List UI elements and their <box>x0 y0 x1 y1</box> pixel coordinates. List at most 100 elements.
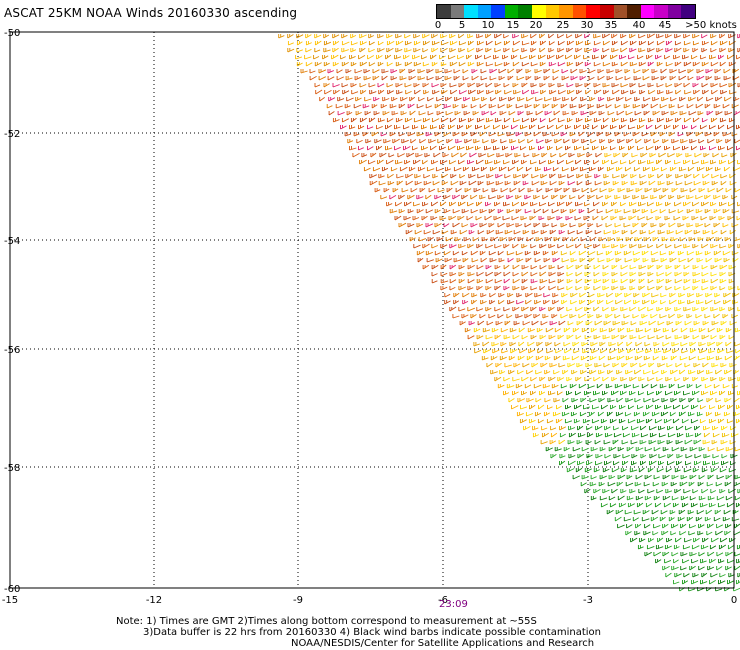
wind-barb <box>587 384 595 389</box>
wind-barb <box>603 363 610 368</box>
wind-barb <box>674 34 681 39</box>
wind-barb <box>378 181 386 186</box>
wind-barb <box>632 314 639 319</box>
wind-barb <box>680 523 687 529</box>
wind-barb <box>462 300 469 305</box>
wind-barb <box>701 265 708 270</box>
wind-barb <box>580 111 588 116</box>
wind-barb <box>568 432 576 438</box>
wind-barb <box>467 62 475 67</box>
wind-barb <box>692 272 701 277</box>
wind-barb <box>571 370 578 375</box>
wind-barb <box>690 503 698 508</box>
wind-barb <box>512 286 520 291</box>
wind-barb <box>554 342 561 347</box>
wind-barb <box>506 132 515 137</box>
wind-barb <box>503 48 510 53</box>
wind-barb <box>736 405 740 410</box>
wind-barb <box>368 83 376 88</box>
wind-barb <box>544 111 553 116</box>
wind-barb <box>524 209 532 214</box>
wind-barb <box>709 55 717 60</box>
wind-barb <box>458 307 466 312</box>
wind-barb <box>581 328 589 333</box>
wind-barb <box>545 139 552 144</box>
wind-barb <box>486 230 495 235</box>
wind-barb <box>566 272 573 277</box>
wind-barb <box>670 355 677 361</box>
wind-barb <box>677 314 684 319</box>
wind-barb <box>494 334 501 340</box>
wind-barb <box>516 300 524 305</box>
wind-barb <box>733 97 740 102</box>
wind-barb <box>677 104 684 109</box>
wind-barb <box>575 377 582 382</box>
wind-barb <box>647 244 654 249</box>
wind-barb <box>431 160 439 165</box>
wind-barb <box>665 377 672 382</box>
wind-barb <box>625 398 634 403</box>
wind-barb <box>575 243 582 249</box>
wind-barb <box>727 216 735 221</box>
wind-barb <box>553 97 561 102</box>
wind-barb <box>305 62 313 67</box>
wind-barb <box>626 341 633 347</box>
wind-barb <box>643 370 651 375</box>
wind-barb <box>462 167 470 172</box>
wind-barb <box>543 258 551 263</box>
wind-barb <box>604 461 612 466</box>
wind-barb <box>390 69 398 74</box>
wind-barb <box>621 230 628 235</box>
wind-barb <box>722 517 730 522</box>
wind-barb <box>671 342 679 347</box>
wind-barb <box>640 454 647 459</box>
wind-barb <box>525 412 534 417</box>
wind-barb <box>670 398 677 403</box>
wind-barb <box>613 153 621 158</box>
wind-barb <box>570 293 578 298</box>
wind-barb <box>687 412 695 417</box>
wind-barb <box>524 223 532 228</box>
wind-barb <box>482 139 489 144</box>
wind-barb <box>702 230 710 235</box>
wind-barb <box>305 48 312 53</box>
wind-barb <box>638 335 646 340</box>
wind-barb <box>574 146 582 151</box>
wind-barb <box>716 341 723 347</box>
wind-barb <box>591 349 598 354</box>
wind-barb <box>644 328 652 333</box>
wind-barb <box>507 166 516 172</box>
wind-barb <box>697 356 706 361</box>
wind-barb <box>446 139 453 144</box>
wind-barb <box>369 174 377 179</box>
wind-barb <box>684 363 691 368</box>
wind-barb <box>547 124 554 130</box>
wind-barb <box>441 173 448 179</box>
wind-barb <box>642 68 650 74</box>
wind-barb <box>715 530 723 536</box>
wind-barb <box>503 118 511 123</box>
wind-barb <box>612 363 620 368</box>
wind-barb <box>407 223 415 228</box>
wind-barb <box>368 41 375 46</box>
wind-barb <box>423 90 430 95</box>
wind-barb <box>707 523 714 529</box>
wind-barb <box>414 181 422 186</box>
wind-barb <box>453 258 462 263</box>
wind-barb <box>444 76 452 81</box>
wind-barb <box>461 194 468 200</box>
wind-barb <box>548 279 556 284</box>
wind-barb <box>716 447 725 452</box>
wind-barb <box>662 139 669 144</box>
wind-barb <box>539 47 546 53</box>
wind-barb <box>589 370 597 375</box>
wind-barb <box>669 412 676 417</box>
wind-barb <box>556 54 564 60</box>
wind-barb <box>449 83 457 88</box>
wind-barb <box>603 321 612 326</box>
wind-barb <box>653 447 661 452</box>
wind-barb <box>696 69 704 74</box>
wind-barb <box>558 174 566 179</box>
wind-barb <box>425 104 432 109</box>
wind-barb <box>584 160 591 165</box>
